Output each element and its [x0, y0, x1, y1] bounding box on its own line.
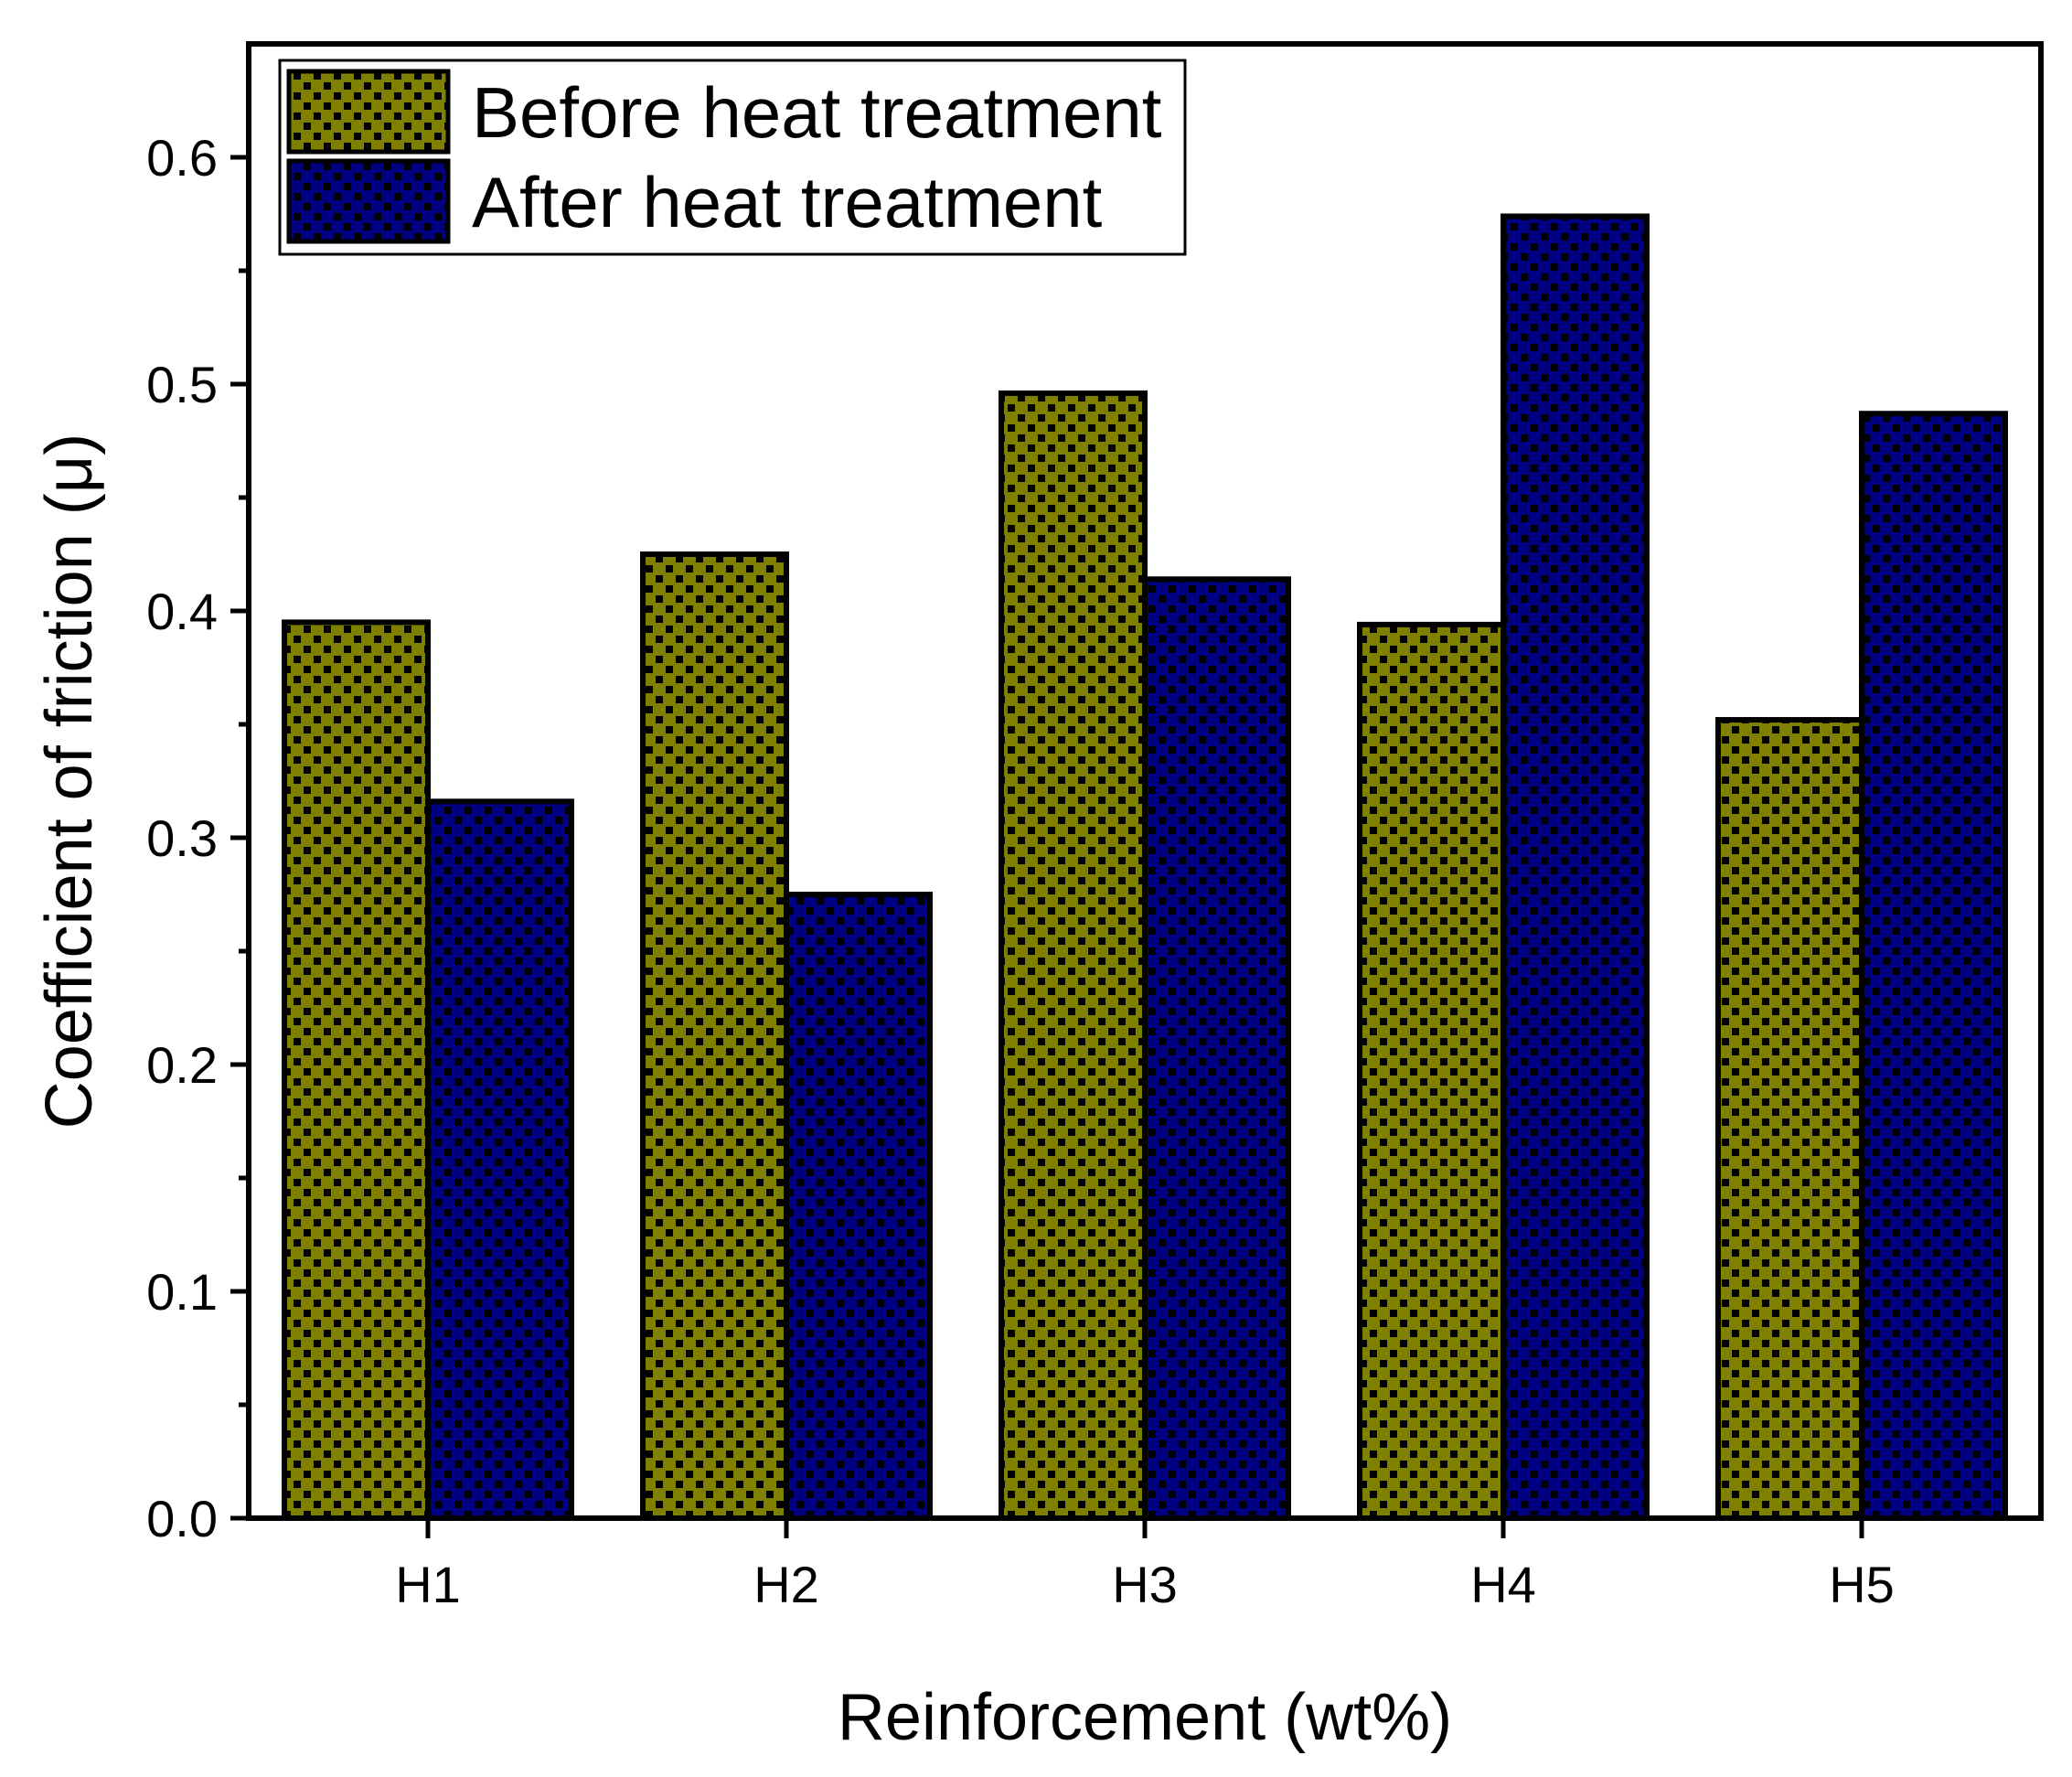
- legend-label-before-heat-treatment: Before heat treatment: [472, 72, 1162, 153]
- bar-h4-before-heat-treatment: [1357, 621, 1506, 1521]
- y-tick-label: 0.0: [146, 1490, 218, 1547]
- x-tick-label-h5: H5: [1829, 1556, 1895, 1613]
- y-tick-label: 0.4: [146, 583, 218, 640]
- legend-label-after-heat-treatment: After heat treatment: [472, 162, 1103, 242]
- legend-swatch-after-heat-treatment: [286, 158, 451, 244]
- bar-h3-before-heat-treatment: [999, 390, 1148, 1521]
- x-tick-label-h3: H3: [1112, 1556, 1178, 1613]
- y-tick-label: 0.3: [146, 809, 218, 867]
- x-axis-title: Reinforcement (wt%): [838, 1681, 1452, 1754]
- y-tick-label: 0.6: [146, 129, 218, 187]
- y-tick-label: 0.5: [146, 356, 218, 413]
- x-tick-label-h2: H2: [753, 1556, 819, 1613]
- y-tick-label: 0.1: [146, 1263, 218, 1321]
- y-axis-title: Coefficient of friction (μ): [33, 434, 106, 1129]
- legend: Before heat treatment After heat treatme…: [278, 59, 1187, 256]
- bar-h2-before-heat-treatment: [640, 551, 789, 1521]
- legend-swatch-before-heat-treatment: [286, 69, 451, 155]
- y-tick-label: 0.2: [146, 1036, 218, 1094]
- x-tick-label-h4: H4: [1470, 1556, 1536, 1613]
- x-tick-label-h1: H1: [395, 1556, 461, 1613]
- bars-layer: [282, 213, 2008, 1522]
- bar-h5-before-heat-treatment: [1715, 717, 1864, 1521]
- bar-h2-after-heat-treatment: [784, 892, 933, 1521]
- bar-h1-before-heat-treatment: [282, 619, 431, 1521]
- ticks-layer: 0.0 0.1 0.2 0.3 0.4 0.5 0.6 H1 H2 H3 H4 H5: [146, 129, 1895, 1613]
- bar-h4-after-heat-treatment: [1501, 213, 1650, 1522]
- bar-h5-after-heat-treatment: [1859, 411, 2008, 1521]
- bar-h3-after-heat-treatment: [1142, 576, 1291, 1521]
- bar-h1-after-heat-treatment: [425, 798, 574, 1521]
